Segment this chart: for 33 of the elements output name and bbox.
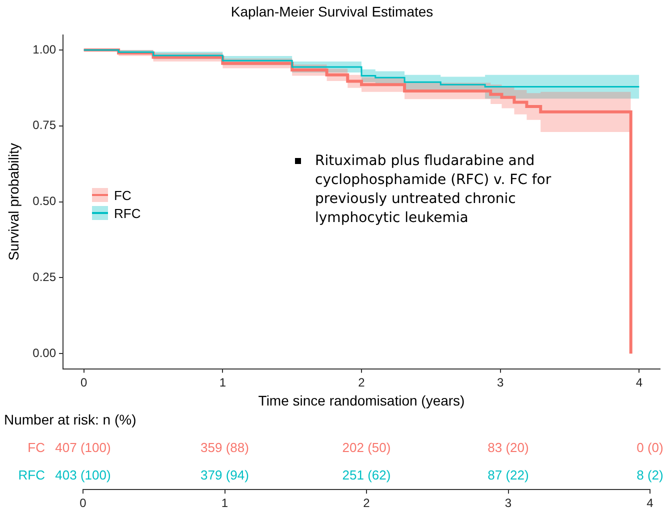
text: 87 (22): [488, 467, 529, 482]
y-tick-label: 1.00: [32, 42, 56, 56]
x-tick-label: 4: [636, 375, 643, 390]
text: 359 (88): [200, 440, 249, 456]
y-tick-label: FC: [28, 440, 45, 456]
legend-label: RFC: [114, 206, 141, 220]
x-tick-label: 3: [504, 496, 512, 510]
chart-title: Kaplan-Meier Survival Estimates: [230, 3, 434, 20]
y-axis-title: Survival probability: [5, 143, 22, 261]
x-tick-label: 0: [80, 496, 87, 510]
x-tick-label: 3: [496, 375, 504, 390]
y-tick-label: 0.75: [32, 118, 56, 132]
legend-label: FC: [114, 188, 132, 202]
x-axis-title: Time since randomisation (years): [258, 392, 465, 408]
text: 379 (94): [200, 467, 249, 482]
text: 83 (20): [488, 440, 529, 456]
text: 407 (100): [55, 440, 111, 456]
x-tick-label: 1: [219, 375, 226, 390]
y-tick-label: 0.25: [32, 270, 56, 284]
x-tick-label: 2: [363, 496, 370, 510]
text: 0 (0): [636, 440, 664, 456]
text: 251 (62): [342, 467, 391, 482]
text: 8 (2): [636, 467, 664, 482]
y-tick-label: 0.00: [32, 346, 56, 360]
chart-title: Number at risk: n (%): [4, 411, 136, 428]
x-tick-label: 1: [221, 496, 228, 510]
x-tick-label: 2: [358, 375, 366, 390]
x-tick-label: 0: [80, 375, 88, 390]
x-tick-label: 4: [646, 496, 654, 510]
text: 202 (50): [342, 440, 391, 456]
annotation: Rituximab plus fludarabine and cyclophosphamide (RFC) v. FC for previously untreated chronic lymphocytic leukemia: [315, 152, 552, 228]
y-tick-label: 0.50: [32, 194, 56, 208]
text: 403 (100): [55, 467, 111, 482]
